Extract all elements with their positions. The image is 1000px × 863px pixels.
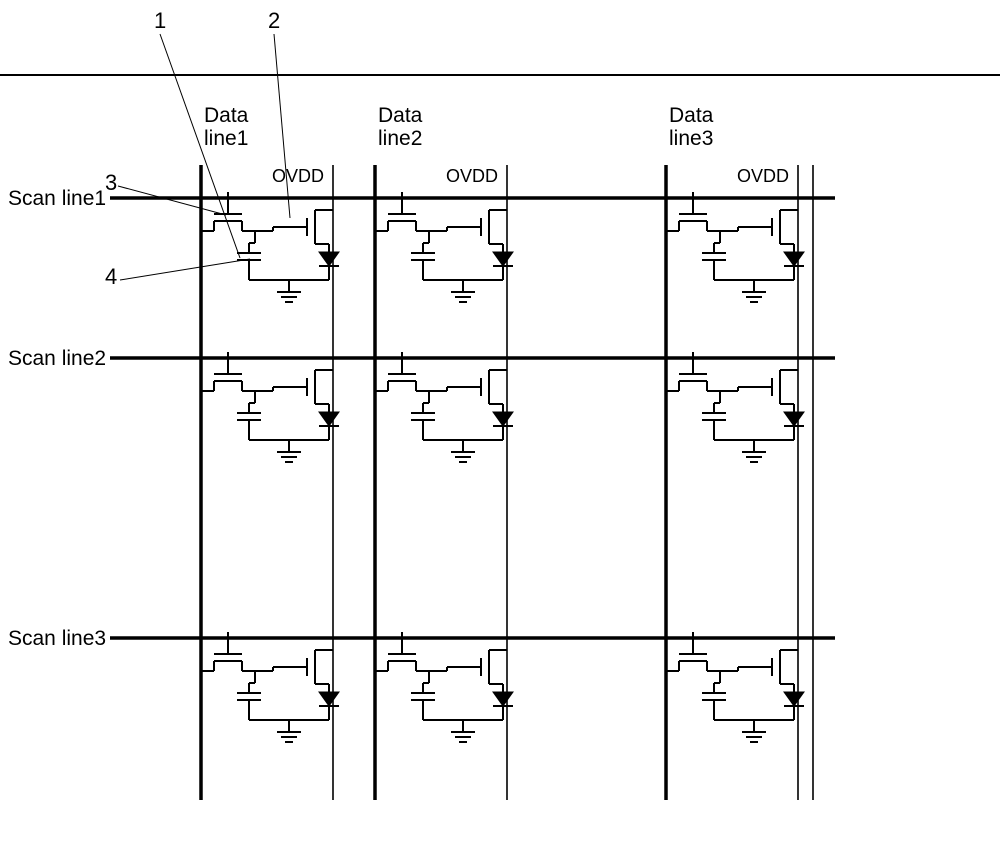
ovdd-label-1: OVDD <box>272 166 324 186</box>
ovdd-label-2: OVDD <box>446 166 498 186</box>
callout-c4: 4 <box>105 264 117 289</box>
scan-line-2-label: Scan line2 <box>8 347 106 370</box>
leader-4 <box>120 259 250 280</box>
scan-line-1-label: Scan line1 <box>8 187 106 210</box>
scan-line-3-label: Scan line3 <box>8 627 106 650</box>
data-line-2-label: Data <box>378 104 423 127</box>
pixel-cell-r2-c2 <box>375 352 513 462</box>
pixel-cell-r3-c1 <box>201 632 339 742</box>
pixel-cell-r2-c1 <box>201 352 339 462</box>
data-line-1-label: line1 <box>204 127 248 150</box>
pixel-cell-r1-c3 <box>666 192 804 302</box>
data-line-3-label: line3 <box>669 127 713 150</box>
leader-3 <box>118 186 226 215</box>
pixel-cell-r3-c3 <box>666 632 804 742</box>
data-line-1-label: Data <box>204 104 249 127</box>
pixel-cell-r1-c1 <box>201 192 339 302</box>
data-line-3-label: Data <box>669 104 714 127</box>
pixel-cell-r2-c3 <box>666 352 804 462</box>
pixel-cell-r1-c2 <box>375 192 513 302</box>
pixel-cell-r3-c2 <box>375 632 513 742</box>
ovdd-label-3: OVDD <box>737 166 789 186</box>
callout-c1: 1 <box>154 8 166 33</box>
callout-c2: 2 <box>268 8 280 33</box>
callout-c3: 3 <box>105 170 117 195</box>
data-line-2-label: line2 <box>378 127 422 150</box>
leader-2 <box>274 34 290 218</box>
